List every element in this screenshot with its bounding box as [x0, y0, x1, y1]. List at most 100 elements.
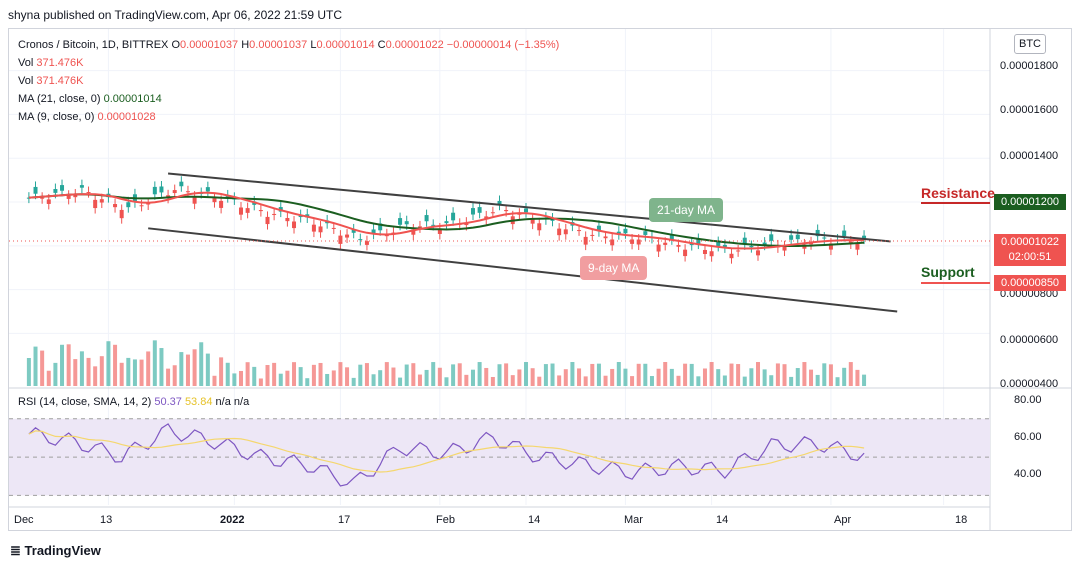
volume-label[interactable]: Vol [18, 57, 34, 69]
candle-body [66, 195, 71, 199]
change-value: −0.00000014 (−1.35%) [446, 39, 560, 51]
candle-body [702, 249, 707, 254]
volume-bar [543, 364, 548, 386]
time-axis-label: Mar [624, 514, 643, 526]
candle-body [364, 241, 369, 245]
volume-bar [457, 363, 462, 386]
low-value: 0.00001014 [316, 39, 375, 51]
candle-body [822, 237, 827, 239]
high-value: 0.00001037 [249, 39, 308, 51]
volume-bar [782, 364, 787, 386]
indicator-lines [9, 172, 990, 487]
volume-bar [437, 367, 442, 386]
candle-body [709, 251, 714, 257]
volume-bar [689, 363, 694, 386]
volume-bar [86, 357, 91, 386]
volume-bar [331, 370, 336, 386]
rsi-axis-label: 60.00 [1014, 431, 1042, 443]
price-axis-label: 0.00000400 [1000, 378, 1059, 390]
volume-row-2: Vol 371.476K [18, 72, 559, 90]
ohlc-row: Cronos / Bitcoin, 1D, BITTREX O0.0000103… [18, 36, 559, 54]
volume-bar [205, 353, 210, 386]
candle-body [126, 202, 131, 208]
tradingview-logo[interactable]: ≣ TradingView [10, 543, 101, 559]
volume-bar [265, 365, 270, 386]
volume-bar [709, 362, 714, 386]
ma9-line [28, 191, 865, 250]
candle-body [93, 199, 98, 209]
volume-bar [643, 363, 648, 386]
volume-label-2[interactable]: Vol [18, 75, 34, 87]
volume-bar [649, 376, 654, 386]
candle-body [663, 242, 668, 245]
volume-value: 371.476K [36, 57, 84, 69]
volume-bar [311, 364, 316, 386]
volume-bar [557, 375, 562, 386]
volume-bar [663, 362, 668, 386]
volume-bar [40, 350, 45, 386]
candle-body [683, 249, 688, 257]
volume-bar [378, 370, 383, 386]
candle-body [172, 190, 177, 194]
volume-bar [610, 368, 615, 386]
price-axis-label: 0.00001800 [1000, 60, 1059, 72]
candle-body [643, 231, 648, 235]
candle-body [331, 227, 336, 229]
time-axis-label: 18 [955, 514, 968, 526]
bar-countdown: 02:00:51 [1008, 251, 1052, 263]
candle-body [590, 234, 595, 236]
volume-bar [159, 348, 164, 386]
volume-bar [318, 362, 323, 386]
channel-upper-line [167, 172, 891, 243]
currency-button[interactable]: BTC [1014, 34, 1046, 54]
ma9-label[interactable]: MA (9, close, 0) [18, 111, 95, 123]
candle-body [815, 229, 820, 237]
volume-bar [199, 342, 204, 386]
candle-body [623, 228, 628, 234]
candle-body [219, 200, 224, 208]
price-axis-label: 0.00001400 [1000, 150, 1059, 162]
time-axis-label: 14 [528, 514, 541, 526]
volume-bar [570, 362, 575, 386]
volume-bar [33, 346, 38, 386]
candle-body [789, 235, 794, 240]
candle-body [795, 234, 800, 240]
volume-bar [696, 376, 701, 386]
candle-body [656, 244, 661, 252]
volume-bar [192, 349, 197, 386]
candle-body [73, 194, 78, 198]
current-price: 0.00001022 [1000, 236, 1060, 248]
candle-body [192, 196, 197, 204]
candle-body [113, 204, 118, 208]
volume-bar [232, 373, 237, 386]
volume-bar [636, 363, 641, 386]
candle-body [782, 246, 787, 251]
volume-bar [742, 376, 747, 386]
candle-body [272, 213, 277, 215]
volume-bar [298, 367, 303, 386]
volume-bar [292, 362, 297, 386]
candle-body [265, 216, 270, 225]
volume-bar [424, 369, 429, 386]
candle-body [756, 250, 761, 256]
candle-body [736, 250, 741, 252]
volume-bar [212, 375, 217, 386]
candle-body [596, 225, 601, 232]
candle-body [26, 197, 31, 199]
volume-bar [139, 359, 144, 386]
ma21-label[interactable]: MA (21, close, 0) [18, 93, 101, 105]
candle-body [338, 235, 343, 244]
rsi-na-1: n/a [215, 396, 231, 408]
open-value: 0.00001037 [180, 39, 239, 51]
volume-bar [345, 367, 350, 386]
volume-bar [736, 364, 741, 386]
resistance-price-tag: 0.00001200 [994, 194, 1066, 210]
ma21-line [28, 193, 865, 247]
volume-bar [46, 370, 51, 386]
candle-body [46, 199, 51, 204]
rsi-label[interactable]: RSI (14, close, SMA, 14, 2) [18, 396, 152, 408]
symbol-label[interactable]: Cronos / Bitcoin, 1D, BITTREX [18, 39, 169, 51]
candle-body [749, 245, 754, 248]
candle-body [311, 224, 316, 232]
ma9-row: MA (9, close, 0) 0.00001028 [18, 108, 559, 126]
